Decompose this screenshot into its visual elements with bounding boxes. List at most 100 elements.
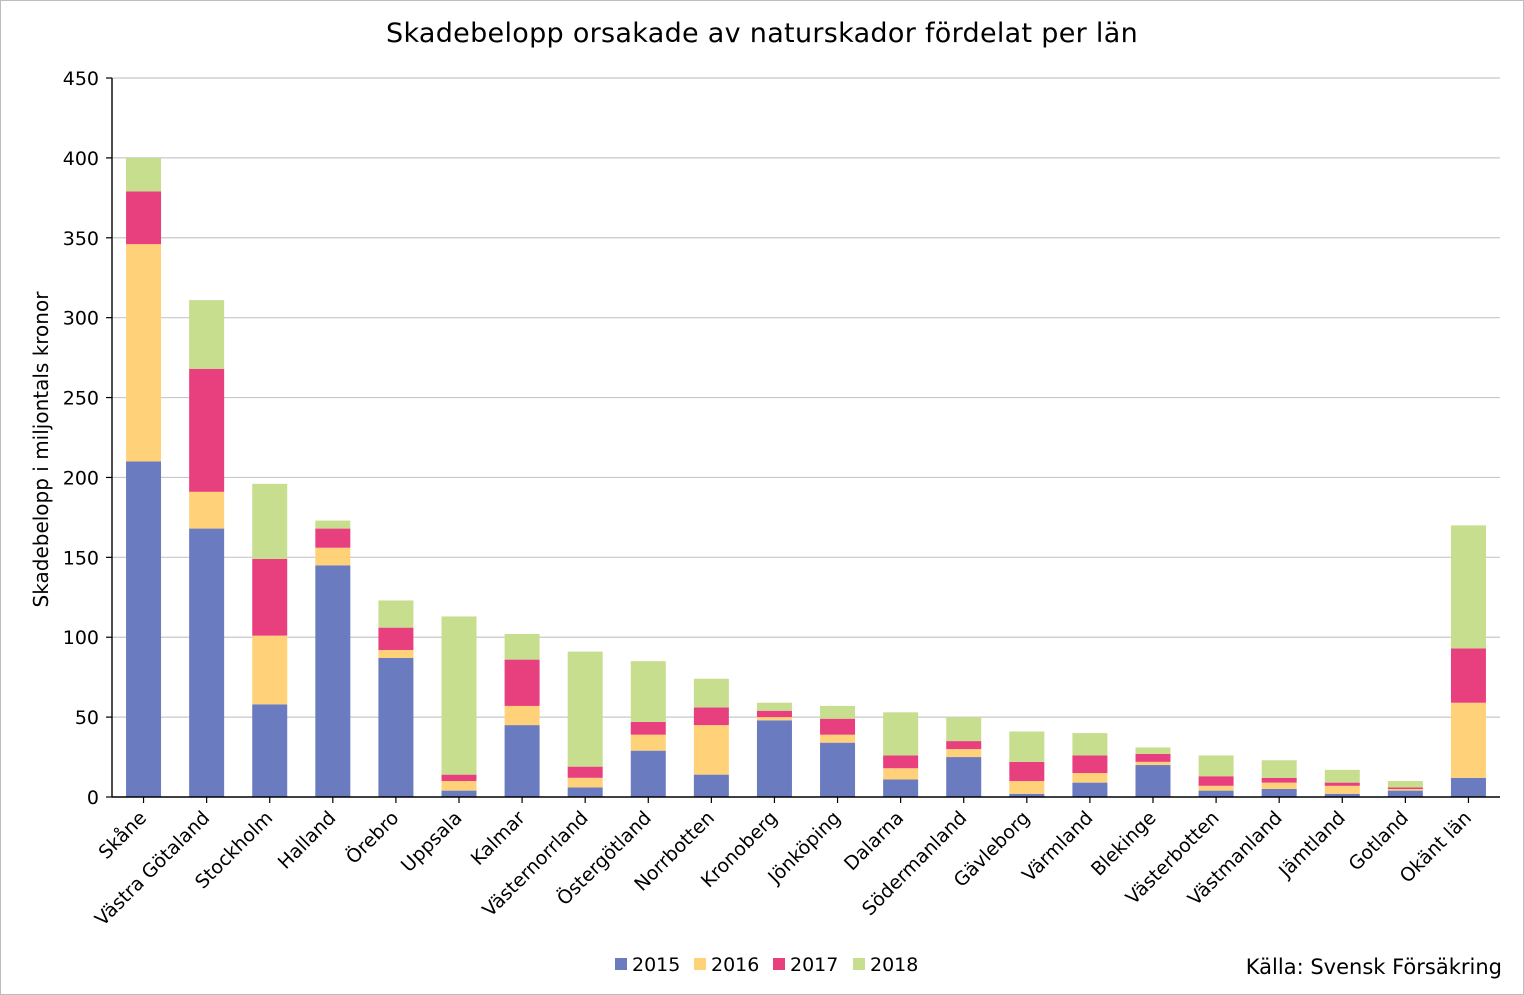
bar-2017-14 — [1009, 761, 1045, 782]
bar-2016-3 — [315, 547, 351, 566]
legend-label-2016: 2016 — [711, 954, 759, 976]
bar-2018-10 — [756, 702, 792, 711]
y-tick-label: 150 — [63, 547, 99, 569]
bar-2016-9 — [693, 725, 729, 775]
bar-2018-6 — [504, 634, 540, 660]
bar-2016-8 — [630, 734, 666, 751]
bar-2016-0 — [126, 244, 162, 462]
bar-2015-14 — [1009, 793, 1045, 797]
legend-swatch-2016 — [694, 958, 706, 970]
bar-2017-5 — [441, 774, 477, 782]
bar-2018-13 — [946, 717, 982, 742]
y-tick-label: 400 — [63, 148, 99, 170]
bar-2015-5 — [441, 790, 477, 797]
bar-2018-0 — [126, 157, 162, 192]
y-tick-label: 0 — [87, 787, 99, 809]
bar-2015-1 — [189, 528, 225, 797]
bar-2016-7 — [567, 777, 603, 788]
x-tick-label: Örebro — [341, 806, 403, 868]
bar-2015-2 — [252, 704, 288, 797]
bar-2016-16 — [1135, 761, 1171, 766]
bar-2017-15 — [1072, 755, 1108, 774]
x-tick-label: Jämtland — [1274, 807, 1350, 883]
bar-2017-21 — [1450, 648, 1486, 703]
x-tick-label: Skåne — [94, 806, 151, 863]
bar-2017-6 — [504, 659, 540, 706]
legend-label-2015: 2015 — [632, 954, 680, 976]
bar-2015-21 — [1450, 777, 1486, 797]
bar-2017-0 — [126, 191, 162, 245]
bar-2018-16 — [1135, 747, 1171, 754]
bar-2017-3 — [315, 528, 351, 548]
bar-2015-11 — [820, 742, 856, 797]
bar-2018-7 — [567, 651, 603, 767]
bar-2018-8 — [630, 661, 666, 722]
bar-2016-13 — [946, 749, 982, 758]
bar-2017-19 — [1324, 782, 1360, 786]
bar-2016-5 — [441, 781, 477, 791]
bar-2018-14 — [1009, 731, 1045, 762]
y-tick-label: 300 — [63, 308, 99, 330]
x-tick-label: Uppsala — [397, 807, 467, 877]
bar-2017-12 — [883, 755, 919, 769]
bar-2015-8 — [630, 750, 666, 797]
bar-2016-6 — [504, 705, 540, 726]
bar-2018-19 — [1324, 769, 1360, 783]
bar-2015-19 — [1324, 793, 1360, 797]
bar-2018-2 — [252, 483, 288, 559]
legend-label-2018: 2018 — [870, 954, 918, 976]
bar-2017-10 — [756, 710, 792, 718]
bar-2018-12 — [883, 712, 919, 756]
bar-2018-11 — [820, 705, 856, 719]
bar-2018-1 — [189, 300, 225, 369]
bar-2016-4 — [378, 650, 414, 658]
bar-2016-2 — [252, 635, 288, 705]
bar-2016-18 — [1261, 782, 1297, 790]
bar-2018-3 — [315, 520, 351, 529]
y-tick-label: 350 — [63, 228, 99, 250]
bar-2017-11 — [820, 718, 856, 735]
bar-2016-17 — [1198, 785, 1234, 791]
x-tick-label: Halland — [274, 807, 341, 874]
bar-2017-13 — [946, 741, 982, 750]
bar-2015-7 — [567, 787, 603, 797]
bar-2016-10 — [756, 717, 792, 721]
bar-2015-16 — [1135, 765, 1171, 797]
bar-2016-19 — [1324, 785, 1360, 794]
bar-2015-15 — [1072, 782, 1108, 797]
bar-2018-18 — [1261, 760, 1297, 778]
bar-2015-0 — [126, 461, 162, 797]
bar-2015-9 — [693, 774, 729, 797]
source-note: Källa: Svensk Försäkring — [1245, 955, 1502, 979]
x-tick-label: Västra Götaland — [91, 807, 214, 930]
bar-2015-13 — [946, 757, 982, 797]
y-tick-label: 250 — [63, 388, 99, 410]
bar-2015-3 — [315, 565, 351, 797]
bar-2015-18 — [1261, 789, 1297, 797]
bar-2016-21 — [1450, 702, 1486, 778]
bar-2015-12 — [883, 779, 919, 797]
legend-swatch-2017 — [773, 958, 785, 970]
y-tick-label: 200 — [63, 467, 99, 489]
y-tick-label: 50 — [75, 707, 99, 729]
bar-2018-4 — [378, 600, 414, 628]
bar-2018-21 — [1450, 525, 1486, 649]
chart-title: Skadebelopp orsakade av naturskador förd… — [386, 18, 1138, 49]
x-tick-label: Kalmar — [467, 807, 530, 870]
bar-2018-17 — [1198, 755, 1234, 777]
y-axis-title: Skadebelopp i miljontals kronor — [29, 291, 53, 608]
bar-2015-6 — [504, 725, 540, 797]
bar-2016-12 — [883, 768, 919, 780]
legend-swatch-2015 — [615, 958, 627, 970]
bar-2017-18 — [1261, 777, 1297, 783]
bar-2017-7 — [567, 766, 603, 778]
bar-2018-15 — [1072, 733, 1108, 756]
bar-2015-17 — [1198, 790, 1234, 797]
bar-2015-10 — [756, 720, 792, 797]
bar-2017-4 — [378, 627, 414, 651]
legend-label-2017: 2017 — [790, 954, 838, 976]
bar-2016-1 — [189, 491, 225, 529]
y-tick-label: 450 — [63, 68, 99, 90]
bar-2017-9 — [693, 707, 729, 726]
